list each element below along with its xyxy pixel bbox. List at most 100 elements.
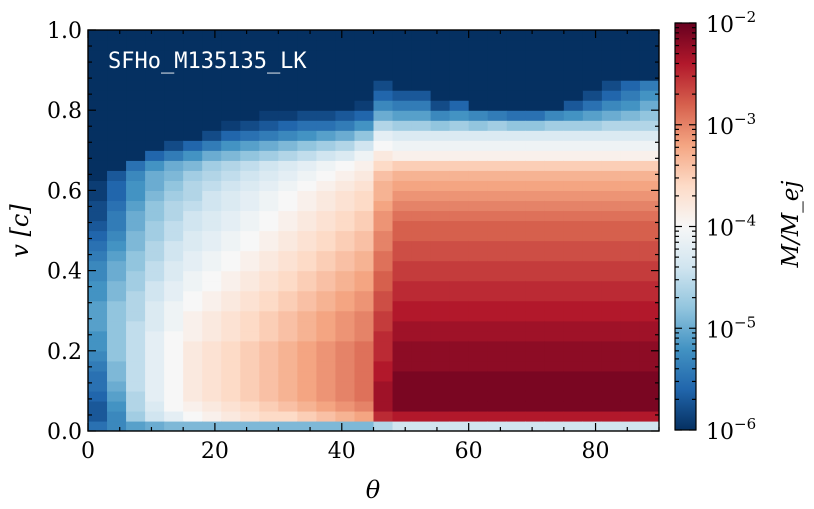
heatmap-cell (278, 280, 298, 292)
heatmap-cell (107, 170, 127, 181)
heatmap-cell (316, 90, 337, 101)
heatmap-cell (487, 70, 508, 81)
heatmap-cell (487, 280, 508, 292)
heatmap-cell (164, 200, 184, 212)
heatmap-cell (202, 320, 222, 332)
heatmap-cell (145, 260, 165, 272)
heatmap-cell (145, 170, 165, 181)
heatmap-cell (297, 220, 317, 232)
heatmap-cell (525, 400, 546, 412)
heatmap-cell (373, 60, 394, 71)
heatmap-cell (430, 170, 451, 181)
heatmap-cell (392, 240, 413, 252)
heatmap-cell (126, 240, 146, 252)
heatmap-cell (563, 150, 584, 161)
heatmap-cell (601, 330, 622, 342)
heatmap-cell (392, 380, 413, 392)
heatmap-cell (601, 250, 622, 262)
heatmap-cell (126, 210, 146, 222)
heatmap-cell (183, 150, 203, 161)
heatmap-cell (278, 140, 298, 151)
heatmap-cell (88, 190, 108, 202)
heatmap-cell (240, 130, 260, 141)
heatmap-cell (354, 60, 375, 71)
heatmap-cell (164, 310, 184, 322)
heatmap-cell (335, 370, 356, 382)
heatmap-cell (164, 40, 184, 51)
heatmap-cell (525, 30, 546, 41)
heatmap-cell (373, 380, 394, 392)
heatmap-cell (639, 150, 659, 161)
heatmap-cell (297, 150, 317, 161)
heatmap-cell (601, 80, 622, 91)
heatmap-cell (525, 160, 546, 171)
heatmap-cell (563, 210, 584, 222)
heatmap-cell (620, 390, 641, 402)
heatmap-cell (202, 310, 222, 322)
heatmap-cell (335, 380, 356, 392)
heatmap-cell (639, 210, 659, 222)
heatmap-cell (88, 90, 108, 101)
heatmap-cell (316, 220, 337, 232)
heatmap-cell (525, 300, 546, 312)
heatmap-cell (240, 380, 260, 392)
heatmap-cell (202, 40, 222, 51)
heatmap-cell (259, 180, 279, 191)
heatmap-cell (544, 340, 565, 352)
heatmap-cell (373, 350, 394, 362)
heatmap-cell (145, 40, 165, 51)
heatmap-cell (126, 390, 146, 402)
heatmap-cell (487, 140, 508, 151)
heatmap-cell (373, 400, 394, 412)
heatmap-cell (373, 290, 394, 302)
heatmap-cell (297, 340, 317, 352)
heatmap-cell (316, 150, 337, 161)
heatmap-cell (544, 150, 565, 161)
x-tick-label: 0 (81, 439, 95, 464)
heatmap-cell (297, 160, 317, 171)
heatmap-cell (430, 350, 451, 362)
heatmap-cell (487, 120, 508, 131)
heatmap-cell (563, 80, 584, 91)
heatmap-cell (563, 350, 584, 362)
heatmap-cell (506, 300, 527, 312)
heatmap-cell (202, 400, 222, 412)
heatmap-cell (639, 270, 659, 282)
heatmap-cell (88, 210, 108, 222)
heatmap-cell (164, 30, 184, 41)
heatmap-cell (107, 200, 127, 212)
heatmap-cell (620, 50, 641, 61)
heatmap-cell (430, 60, 451, 71)
heatmap-cell (107, 80, 127, 91)
heatmap-cell (639, 190, 659, 202)
heatmap-cell (411, 260, 432, 272)
heatmap-cell (582, 110, 603, 121)
heatmap-cell (107, 210, 127, 222)
heatmap-cell (259, 30, 279, 41)
heatmap-cell (468, 410, 489, 422)
heatmap-cell (582, 120, 603, 131)
heatmap-cell (487, 350, 508, 362)
heatmap-cell (259, 340, 279, 352)
heatmap-cell (107, 290, 127, 302)
heatmap-cell (620, 300, 641, 312)
heatmap-cell (601, 270, 622, 282)
heatmap-cell (221, 300, 241, 312)
heatmap-cell (639, 320, 659, 332)
heatmap-cell (221, 130, 241, 141)
heatmap-cell (525, 320, 546, 332)
heatmap-cell (335, 100, 356, 111)
heatmap-cell (392, 30, 413, 41)
heatmap-cell (259, 320, 279, 332)
y-tick-label: 0.8 (47, 99, 82, 124)
heatmap-cell (601, 60, 622, 71)
heatmap-cell (430, 370, 451, 382)
heatmap-cell (430, 190, 451, 202)
heatmap-cell (297, 170, 317, 181)
heatmap-cell (525, 210, 546, 222)
heatmap-cell (164, 300, 184, 312)
heatmap-cell (259, 390, 279, 402)
heatmap-cell (506, 240, 527, 252)
heatmap-cell (107, 370, 127, 382)
heatmap-cell (126, 320, 146, 332)
